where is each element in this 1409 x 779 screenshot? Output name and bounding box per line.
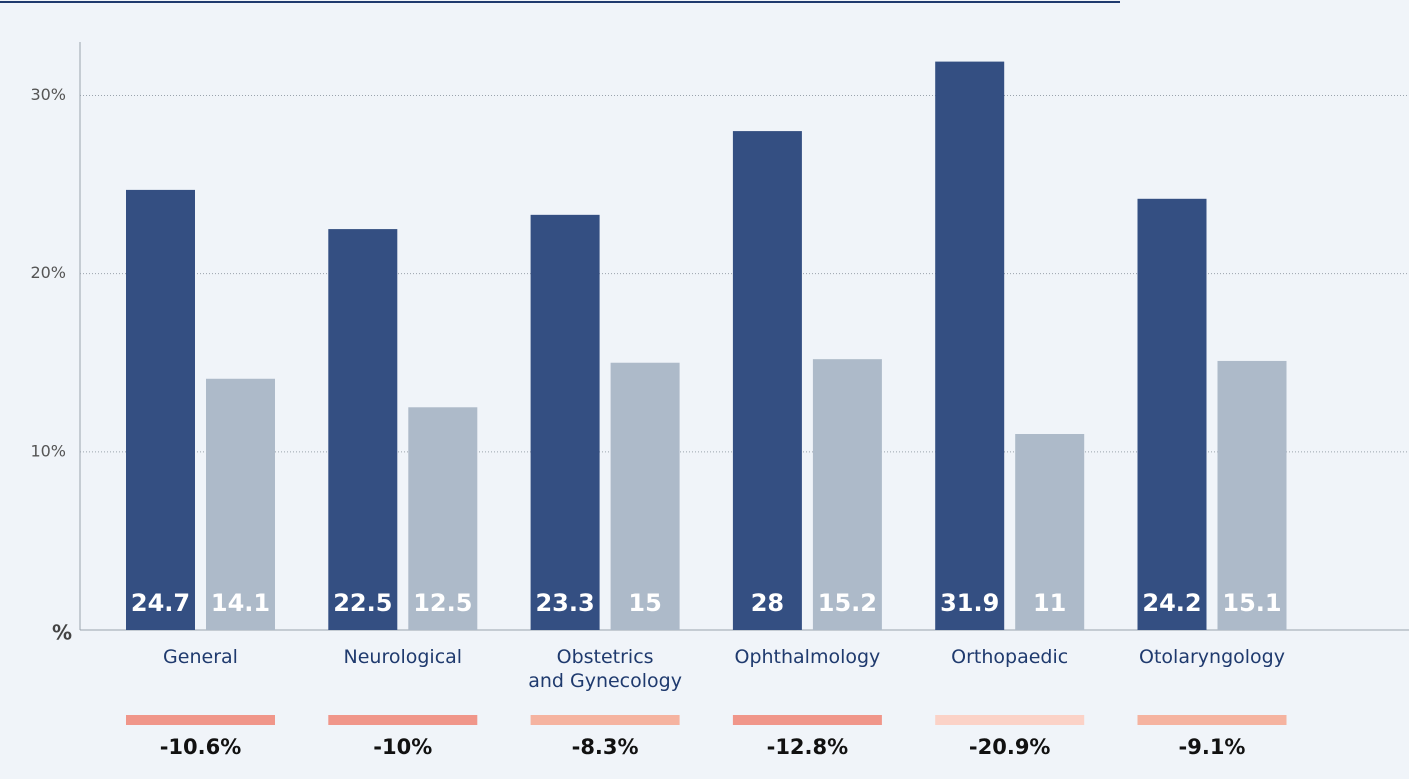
value-label: 23.3 [535, 589, 594, 617]
bar [530, 214, 600, 630]
bar [126, 189, 195, 630]
change-indicator [935, 715, 1085, 725]
change-label: -10% [373, 735, 432, 759]
change-label: -9.1% [1179, 735, 1246, 759]
value-label: 24.2 [1142, 589, 1201, 617]
value-label: 14.1 [211, 589, 270, 617]
bar [408, 407, 478, 630]
value-label: 22.5 [333, 589, 392, 617]
change-label: -12.8% [767, 735, 849, 759]
bar [812, 359, 882, 630]
bar [1137, 198, 1207, 631]
y-tick-label: 30% [30, 85, 66, 104]
x-tick-label: Neurological [343, 646, 463, 668]
value-label: 15.2 [818, 589, 877, 617]
y-tick-label: 10% [30, 441, 66, 460]
x-tick-label: Otolaryngology [1139, 646, 1285, 668]
change-label: -8.3% [572, 735, 639, 759]
bar [1217, 360, 1287, 630]
y-tick-label: 20% [30, 263, 66, 282]
value-label: 15 [628, 589, 661, 617]
x-tick-label: Ophthalmology [734, 646, 881, 668]
x-tick-label: Obstetrics and Gynecology [528, 646, 682, 692]
value-label: 15.1 [1222, 589, 1281, 617]
change-indicator [1137, 715, 1287, 725]
bar [328, 229, 398, 630]
change-label: -10.6% [160, 735, 242, 759]
bar [1015, 434, 1085, 630]
x-tick-label: General [163, 646, 238, 668]
change-indicator [530, 715, 680, 725]
value-label: 11 [1033, 589, 1066, 617]
bar [206, 378, 275, 630]
change-indicator [732, 715, 882, 725]
value-label: 24.7 [131, 589, 190, 617]
change-indicator [126, 715, 275, 725]
bar [610, 362, 680, 630]
change-indicator [328, 715, 478, 725]
x-tick-label: Orthopaedic [951, 646, 1069, 668]
change-label: -20.9% [969, 735, 1051, 759]
bar [935, 61, 1005, 631]
bar [732, 131, 802, 630]
value-label: 31.9 [940, 589, 999, 617]
y-axis-label: % [52, 621, 72, 645]
value-label: 12.5 [413, 589, 472, 617]
value-label: 28 [751, 589, 784, 617]
